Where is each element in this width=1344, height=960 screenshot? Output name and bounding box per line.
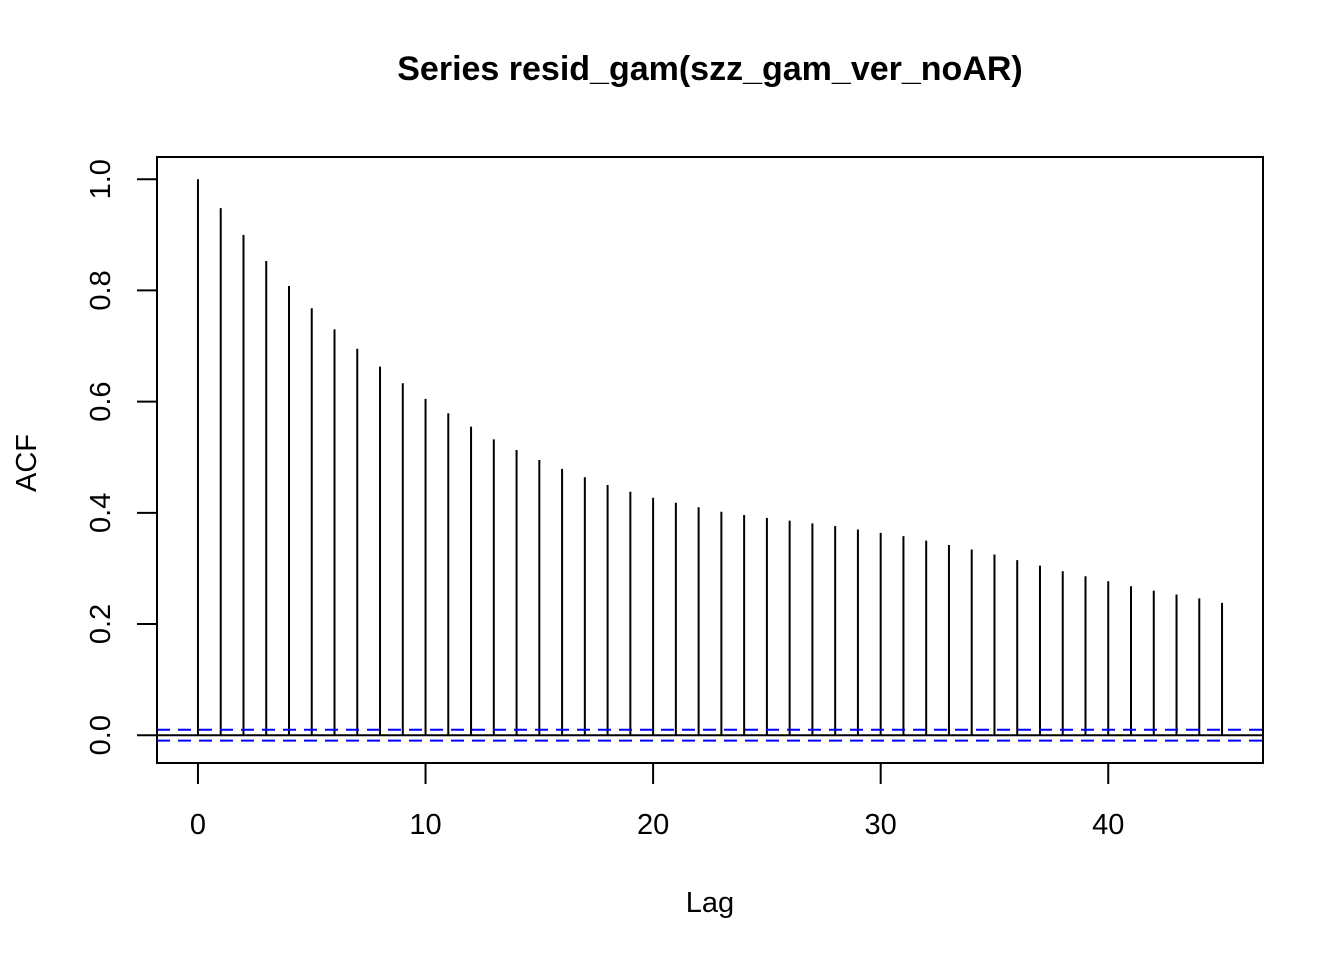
y-tick-label-4: 0.8: [85, 270, 117, 310]
x-tick-label-0: 0: [190, 809, 206, 841]
reference-lines: [157, 728, 1263, 742]
y-tick-label-3: 0.6: [85, 381, 117, 421]
x-tick-label-30: 30: [865, 809, 897, 841]
y-tick-label-5: 1.0: [85, 159, 117, 199]
y-tick-label-0: 0.0: [85, 715, 117, 755]
acf-stems: [196, 179, 1224, 736]
y-tick-label-1: 0.2: [85, 604, 117, 644]
chart-title: Series resid_gam(szz_gam_ver_noAR): [397, 50, 1023, 88]
y-axis-label: ACF: [11, 434, 43, 492]
x-tick-label-20: 20: [637, 809, 669, 841]
plot-frame: [156, 156, 1264, 764]
x-tick-label-10: 10: [409, 809, 441, 841]
y-tick-label-2: 0.4: [85, 493, 117, 533]
x-axis: 0 10 20 30 40: [190, 762, 1124, 841]
y-axis: 0.0 0.2 0.4 0.6 0.8 1.0: [85, 159, 158, 755]
x-tick-label-40: 40: [1092, 809, 1124, 841]
x-axis-label: Lag: [686, 887, 734, 919]
